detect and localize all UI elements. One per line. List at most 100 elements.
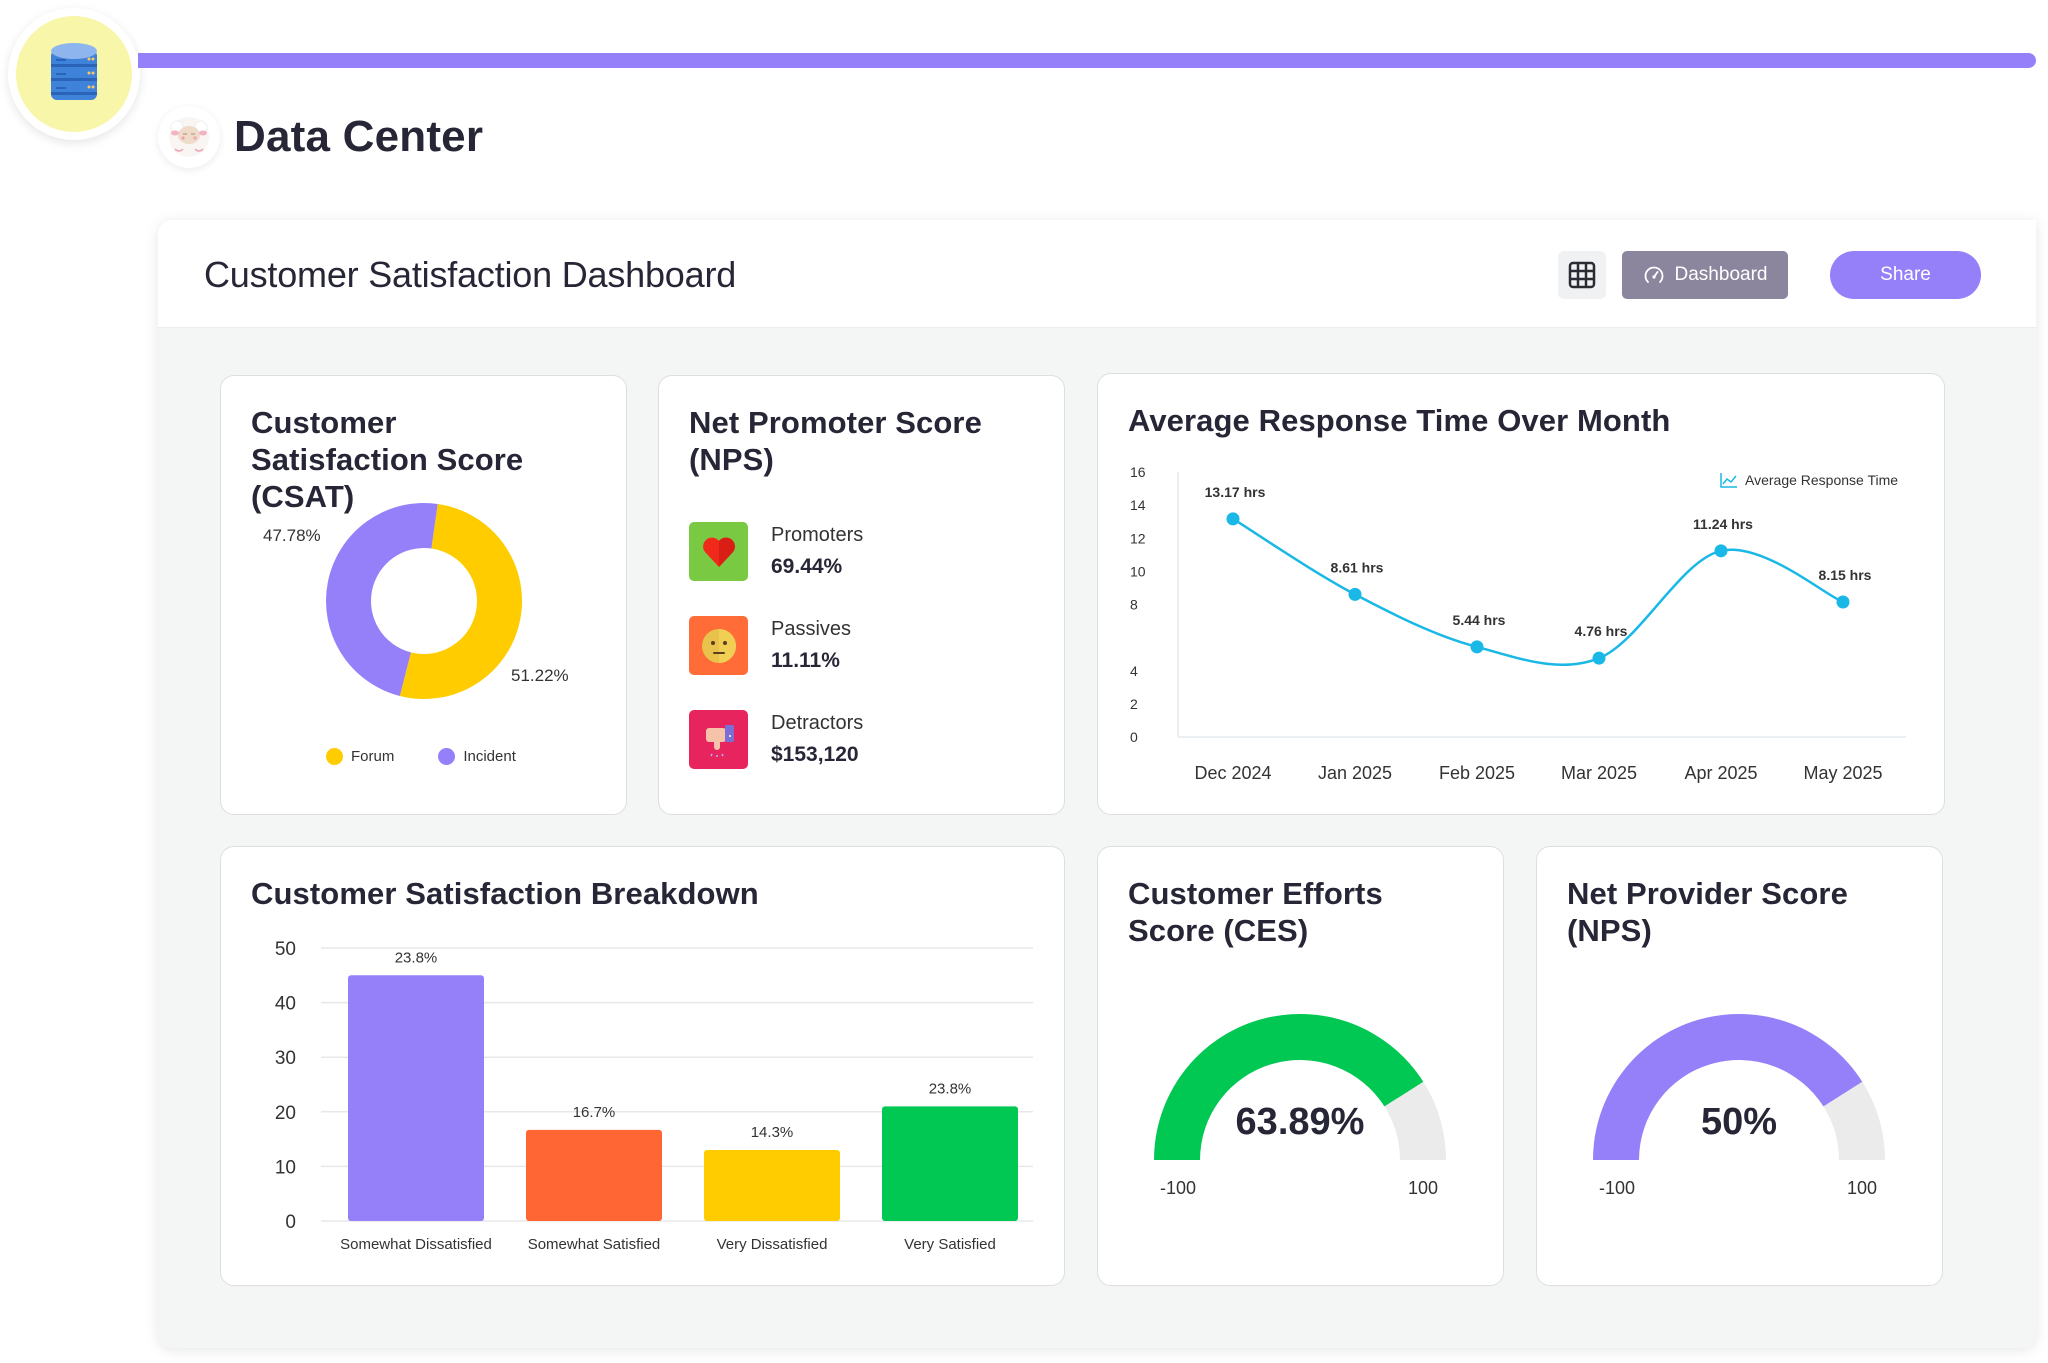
donut-slice-incident: [326, 503, 438, 696]
legend-dot-forum: [326, 748, 343, 765]
response-time-line-chart: 16 14 12 10 8 4 2 0 Dec 2024 Jan 2025 Feb 2025 Mar …: [1130, 464, 1906, 783]
nps-label: Passives: [771, 618, 852, 640]
app-badge-inner: [16, 16, 132, 132]
bar: [704, 1150, 840, 1221]
brand: Data Center: [158, 105, 483, 169]
gauge-max-label: 100: [1408, 1178, 1438, 1198]
response-time-title: Average Response Time Over Month: [1128, 403, 1671, 438]
breakdown-bar-chart: 50 40 30 20 10 0 23.8% Somewhat Dissatisfied 16.…: [275, 939, 1033, 1253]
data-label: 8.61 hrs: [1331, 559, 1384, 575]
data-label: 11.24 hrs: [1693, 516, 1753, 532]
data-label: 4.76 hrs: [1575, 623, 1628, 639]
x-tick-label: Jan 2025: [1318, 763, 1392, 783]
x-tick-label: Somewhat Satisfied: [528, 1236, 661, 1253]
sheep-logo-icon: [158, 106, 220, 168]
dashboard-button[interactable]: Dashboard: [1622, 251, 1788, 299]
nps-item-passives: Passives 11.11%: [689, 616, 851, 675]
x-tick-label: Very Satisfied: [904, 1236, 996, 1253]
gauge-max-label: 100: [1847, 1178, 1877, 1198]
neutral-face-icon: [689, 616, 748, 675]
dashboard-panel: Customer Satisfaction Dashboard Dashboar…: [158, 220, 2036, 1348]
y-tick-label: 12: [1130, 530, 1146, 546]
gauge-min-label: -100: [1599, 1178, 1635, 1198]
bar-data-label: 23.8%: [395, 949, 438, 966]
x-tick-label: Very Dissatisfied: [717, 1236, 828, 1253]
legend-dot-incident: [438, 748, 456, 765]
y-tick-label: 10: [275, 1157, 296, 1178]
csat-legend: Forum Incident: [326, 748, 516, 765]
bar: [526, 1129, 662, 1221]
gauge-icon: [1644, 266, 1663, 283]
data-point: [1836, 595, 1850, 609]
gauge-value: 50%: [1701, 1101, 1777, 1143]
provider-card: Net Provider Score (NPS) 50% -100 100: [1536, 846, 1943, 1286]
gauge-min-label: -100: [1160, 1178, 1196, 1198]
breakdown-card: Customer Satisfaction Breakdown 50 40 30 20…: [220, 846, 1065, 1286]
grid-icon: [1568, 261, 1596, 289]
y-tick-label: 10: [1130, 563, 1146, 579]
nps-title: Net Promoter Score (NPS): [689, 405, 982, 477]
nps-value: $153,120: [771, 743, 859, 766]
heart-icon: [689, 522, 748, 581]
y-tick-label: 2: [1130, 696, 1138, 712]
legend-label-forum: Forum: [351, 748, 395, 765]
y-tick-label: 30: [275, 1048, 296, 1069]
y-tick-label: 0: [285, 1212, 296, 1233]
breakdown-title: Customer Satisfaction Breakdown: [251, 876, 759, 911]
page-title: Customer Satisfaction Dashboard: [204, 254, 737, 295]
legend-item-incident[interactable]: Incident: [438, 748, 516, 765]
bar: [348, 975, 484, 1221]
y-tick-label: 40: [275, 994, 296, 1015]
database-icon: [51, 43, 97, 100]
ces-title: Customer Efforts Score (CES): [1128, 876, 1383, 948]
data-point: [1592, 651, 1606, 665]
bar: [882, 1106, 1018, 1221]
bar-data-label: 23.8%: [929, 1080, 972, 1097]
grid-view-button[interactable]: [1558, 251, 1606, 299]
data-point: [1348, 587, 1362, 601]
nps-item-promoters: Promoters 69.44%: [689, 522, 863, 581]
x-tick-label: Apr 2025: [1684, 763, 1757, 783]
csat-donut-chart: 51.22% 47.78%: [263, 503, 569, 699]
y-tick-label: 4: [1130, 663, 1138, 679]
legend-item-forum[interactable]: Forum: [326, 748, 394, 765]
nps-label: Promoters: [771, 524, 864, 546]
nps-item-detractors: Detractors $153,120: [689, 710, 863, 769]
data-point: [1226, 512, 1240, 526]
y-tick-label: 20: [275, 1103, 296, 1124]
provider-title: Net Provider Score (NPS): [1567, 876, 1848, 948]
gauge-fill: [1154, 1014, 1424, 1160]
y-tick-label: 16: [1130, 464, 1146, 480]
x-tick-label: Feb 2025: [1439, 763, 1515, 783]
data-label: 5.44 hrs: [1453, 612, 1506, 628]
dashboard-header: Customer Satisfaction Dashboard Dashboar…: [158, 220, 2036, 328]
x-tick-label: Mar 2025: [1561, 763, 1637, 783]
ces-gauge: 63.89% -100 100: [1154, 1014, 1446, 1198]
dashboard-button-label: Dashboard: [1674, 264, 1768, 285]
y-tick-label: 50: [275, 939, 296, 960]
x-tick-label: Somewhat Dissatisfied: [340, 1236, 492, 1253]
y-tick-label: 8: [1130, 597, 1138, 613]
legend-label-incident: Incident: [463, 748, 516, 765]
nps-value: 69.44%: [771, 555, 843, 578]
csat-card: Customer Satisfaction Score (CSAT) 51.22…: [220, 375, 627, 815]
app-badge[interactable]: [8, 8, 140, 140]
csat-title: Customer Satisfaction Score (CSAT): [251, 405, 524, 514]
donut-slice-forum: [399, 503, 523, 699]
series-line-average-response-time: [1232, 517, 1844, 666]
share-button[interactable]: Share: [1830, 251, 1981, 299]
top-accent-bar: [138, 53, 2036, 68]
nps-card: Net Promoter Score (NPS) Promoters 69.44…: [658, 375, 1065, 815]
data-point: [1470, 640, 1484, 654]
response-time-card: Average Response Time Over Month 16 14 12 1…: [1097, 373, 1945, 815]
brand-title: Data Center: [234, 112, 484, 161]
thumbs-down-icon: [689, 710, 748, 769]
data-label: 8.15 hrs: [1819, 567, 1872, 583]
donut-label-incident: 47.78%: [263, 526, 321, 545]
ces-card: Customer Efforts Score (CES) 63.89% -100 1…: [1097, 846, 1504, 1286]
nps-label: Detractors: [771, 712, 864, 734]
data-label: 13.17 hrs: [1205, 484, 1266, 500]
legend-line-icon: [1720, 473, 1737, 488]
gauge-value: 63.89%: [1236, 1101, 1365, 1143]
y-tick-label: 14: [1130, 497, 1146, 513]
